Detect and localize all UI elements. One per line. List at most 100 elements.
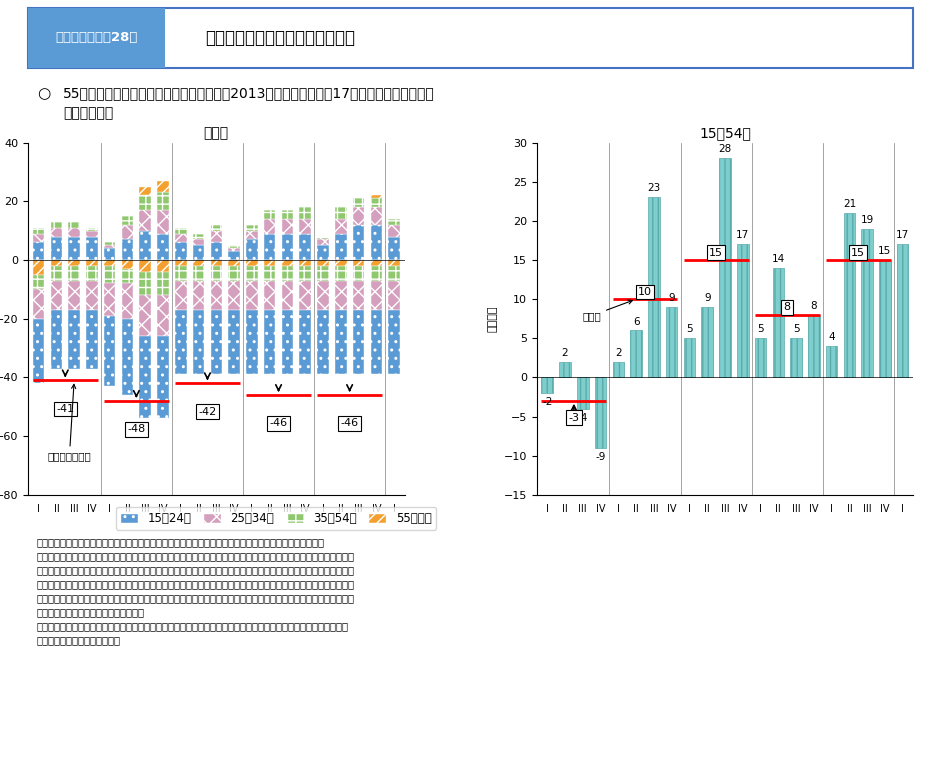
Bar [68,236,80,260]
Text: 4: 4 [829,332,835,342]
Text: 2: 2 [615,348,622,358]
Bar [228,310,240,374]
Bar [317,281,329,310]
Bar [299,219,311,233]
Text: 資料出所　総務省統計局　「労働力調査（詳細集計）」をもとに厚生労働省労働政策担当参事官室にて作成
（注）　１）「非正規から正規へ転換した者」は、雇用形態が正規の: 資料出所 総務省統計局 「労働力調査（詳細集計）」をもとに厚生労働省労働政策担当… [36,537,355,645]
Bar [299,260,311,266]
Bar [104,249,116,260]
Bar [861,229,873,377]
Bar [140,260,151,272]
Text: -46: -46 [340,418,359,428]
Bar [826,346,837,377]
Bar [371,310,382,374]
Bar [897,244,909,377]
Bar [140,337,151,418]
Bar [595,377,607,448]
Bar [389,219,400,225]
Bar [211,266,222,281]
Bar [879,260,891,377]
Text: 55歳未満で正規転換を行った者の人数は、2013年１～３月期以降17四半期連続でプラスと
なっている。: 55歳未満で正規転換を行った者の人数は、2013年１～３月期以降17四半期連続で… [63,86,435,120]
Bar [371,207,382,225]
Text: -2: -2 [542,397,553,407]
Bar [122,225,133,239]
Bar [193,233,204,239]
Text: 10: 10 [638,287,652,297]
Bar [86,228,98,230]
Text: 第１－（２）－28図: 第１－（２）－28図 [55,31,137,44]
Text: 5: 5 [686,324,692,334]
Text: ○: ○ [36,86,50,102]
Bar [317,239,329,246]
Text: 15: 15 [878,246,892,256]
Bar [773,268,784,377]
Bar [158,272,169,295]
Bar [175,260,186,266]
Bar [228,249,240,251]
Bar [335,219,347,233]
Text: 8: 8 [784,302,790,312]
Text: 15: 15 [709,248,723,258]
Bar [317,266,329,281]
Bar [122,216,133,225]
Bar [68,266,80,281]
Bar [104,316,116,386]
Bar [68,310,80,369]
Bar [264,233,276,260]
Bar [702,307,713,377]
Bar [193,310,204,374]
Bar [211,260,222,266]
Text: 9: 9 [668,293,675,303]
Bar [104,260,116,266]
Text: 28: 28 [719,145,732,155]
Bar [68,222,80,228]
Text: 非正規雇用から正規雇用への転換: 非正規雇用から正規雇用への転換 [205,28,355,47]
Bar [299,207,311,219]
Bar [352,198,364,207]
Bar [352,266,364,281]
Bar [684,338,695,377]
Bar [158,193,169,210]
Text: 5: 5 [757,324,764,334]
Bar [122,319,133,395]
Text: 23: 23 [647,184,661,194]
Bar [104,243,116,246]
Text: -46: -46 [269,418,288,428]
Bar [281,266,294,281]
Bar [648,197,660,377]
Bar [246,230,257,239]
Bar [246,266,257,281]
Bar [193,260,204,266]
Bar [228,251,240,260]
Bar [193,246,204,260]
Bar [264,219,276,233]
Bar [50,222,62,228]
Bar [352,225,364,260]
Bar [299,266,311,281]
Bar [246,310,257,374]
Bar [389,260,400,266]
Bar [665,307,678,377]
Bar [50,260,62,266]
Bar [299,233,311,260]
Bar [299,281,311,310]
Bar [352,207,364,225]
Bar [389,236,400,260]
Bar [228,281,240,310]
Bar [158,337,169,418]
Bar [33,233,45,243]
Bar [371,281,382,310]
Bar [140,210,151,230]
Bar [86,230,98,236]
Bar [50,310,62,369]
Bar [335,233,347,260]
Bar [389,310,400,374]
Bar [335,310,347,374]
Bar [211,243,222,260]
Bar [193,281,204,310]
Bar [68,228,80,236]
Bar [228,246,240,249]
Bar [246,281,257,310]
Bar [175,243,186,260]
Bar [158,295,169,337]
Bar [140,272,151,295]
